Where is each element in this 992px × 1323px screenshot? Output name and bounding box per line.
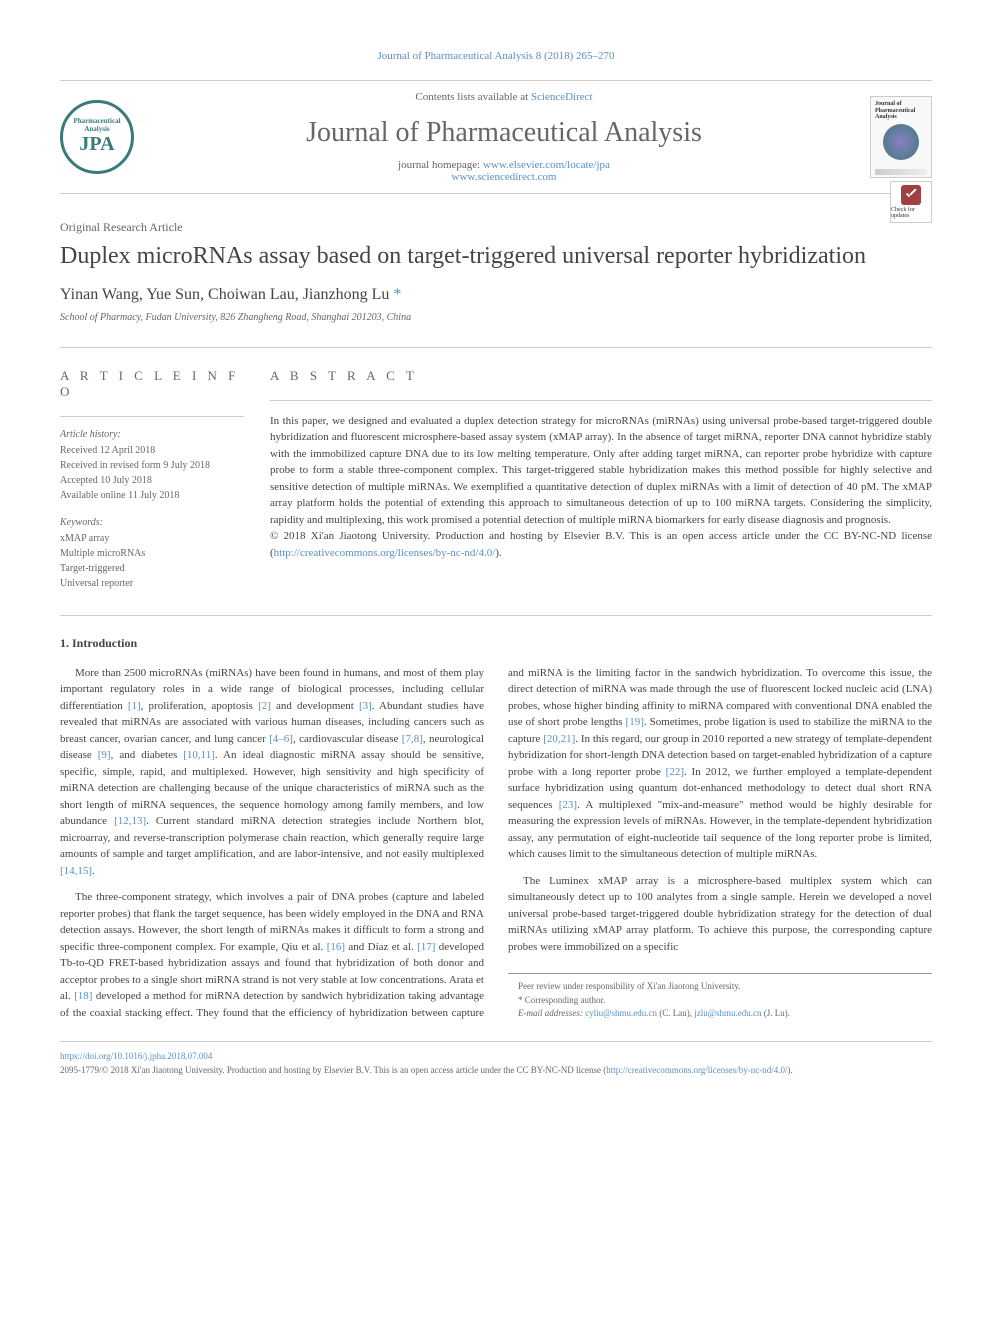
paragraph: The Luminex xMAP array is a microsphere-… (508, 873, 932, 956)
ref-link[interactable]: [18] (74, 990, 92, 1002)
top-citation: Journal of Pharmaceutical Analysis 8 (20… (60, 50, 932, 62)
sciencedirect-link[interactable]: ScienceDirect (531, 91, 593, 103)
homepage-link-1[interactable]: www.elsevier.com/locate/jpa (483, 159, 610, 171)
cc-link-footer[interactable]: http://creativecommons.org/licenses/by-n… (606, 1065, 787, 1075)
keywords-label: Keywords: (60, 517, 244, 528)
affiliation: School of Pharmacy, Fudan University, 82… (60, 312, 932, 323)
paragraph: More than 2500 microRNAs (miRNAs) have b… (60, 665, 484, 880)
journal-logo-tag: JPA (79, 133, 114, 156)
ref-link[interactable]: [7,8] (402, 733, 423, 745)
ref-link[interactable]: [16] (327, 941, 345, 953)
peer-review-note: Peer review under responsibility of Xi'a… (508, 980, 932, 994)
article-type: Original Research Article (60, 220, 932, 235)
history-label: Article history: (60, 429, 244, 440)
authors: Yinan Wang, Yue Sun, Choiwan Lau, Jianzh… (60, 286, 932, 304)
homepage-link-2[interactable]: www.sciencedirect.com (452, 171, 557, 183)
journal-cover-icon: Journal ofPharmaceuticalAnalysis (870, 96, 932, 178)
journal-links: journal homepage: www.elsevier.com/locat… (152, 159, 856, 183)
abstract-heading: A B S T R A C T (270, 368, 932, 384)
ref-link[interactable]: [9] (98, 749, 111, 761)
ref-link[interactable]: [22] (666, 766, 684, 778)
ref-link[interactable]: [4–6] (269, 733, 293, 745)
article-info-heading: A R T I C L E I N F O (60, 368, 244, 400)
journal-logo-icon: PharmaceuticalAnalysis JPA (60, 100, 134, 174)
article-title: Duplex microRNAs assay based on target-t… (60, 241, 932, 272)
history-received: Received 12 April 2018 (60, 443, 244, 458)
ref-link[interactable]: [3] (359, 700, 372, 712)
ref-link[interactable]: [1] (128, 700, 141, 712)
footnotes: Peer review under responsibility of Xi'a… (508, 973, 932, 1021)
email-link[interactable]: cyliu@shmu.edu.cn (585, 1008, 657, 1018)
ref-link[interactable]: [2] (258, 700, 271, 712)
cc-license-link[interactable]: http://creativecommons.org/licenses/by-n… (274, 547, 496, 559)
history-accepted: Accepted 10 July 2018 (60, 473, 244, 488)
history-revised: Received in revised form 9 July 2018 (60, 458, 244, 473)
ref-link[interactable]: [19] (626, 716, 644, 728)
ref-link[interactable]: [14,15] (60, 865, 92, 877)
history-online: Available online 11 July 2018 (60, 488, 244, 503)
keyword: Universal reporter (60, 576, 244, 591)
body-columns: More than 2500 microRNAs (miRNAs) have b… (60, 665, 932, 1022)
journal-logo-text: PharmaceuticalAnalysis (73, 118, 120, 133)
doi-link[interactable]: https://doi.org/10.1016/j.jpha.2018.07.0… (60, 1051, 212, 1061)
abstract-text: In this paper, we designed and evaluated… (270, 400, 932, 562)
ref-link[interactable]: [12,13] (114, 815, 146, 827)
corresponding-note: * Corresponding author. (508, 994, 932, 1008)
top-citation-link[interactable]: Journal of Pharmaceutical Analysis 8 (20… (377, 50, 614, 62)
ref-link[interactable]: [20,21] (543, 733, 575, 745)
email-link[interactable]: jzlu@shmu.edu.cn (694, 1008, 761, 1018)
ref-link[interactable]: [17] (417, 941, 435, 953)
corresponding-star-icon: * (393, 286, 401, 303)
masthead: PharmaceuticalAnalysis JPA Contents list… (60, 80, 932, 194)
cover-label: Journal ofPharmaceuticalAnalysis (875, 101, 915, 121)
journal-name: Journal of Pharmaceutical Analysis (152, 117, 856, 149)
ref-link[interactable]: [10,11] (183, 749, 215, 761)
ref-link[interactable]: [23] (559, 799, 577, 811)
crossmark-label: Check for updates (891, 207, 931, 219)
keyword: Multiple microRNAs (60, 546, 244, 561)
section-1-heading: 1. Introduction (60, 615, 932, 651)
email-line: E-mail addresses: cyliu@shmu.edu.cn (C. … (508, 1007, 932, 1021)
keyword: xMAP array (60, 531, 244, 546)
keyword: Target-triggered (60, 561, 244, 576)
contents-line: Contents lists available at ScienceDirec… (152, 91, 856, 103)
crossmark-badge[interactable]: Check for updates (890, 181, 932, 223)
page-footer: https://doi.org/10.1016/j.jpha.2018.07.0… (60, 1041, 932, 1077)
checkmark-icon (901, 185, 921, 205)
